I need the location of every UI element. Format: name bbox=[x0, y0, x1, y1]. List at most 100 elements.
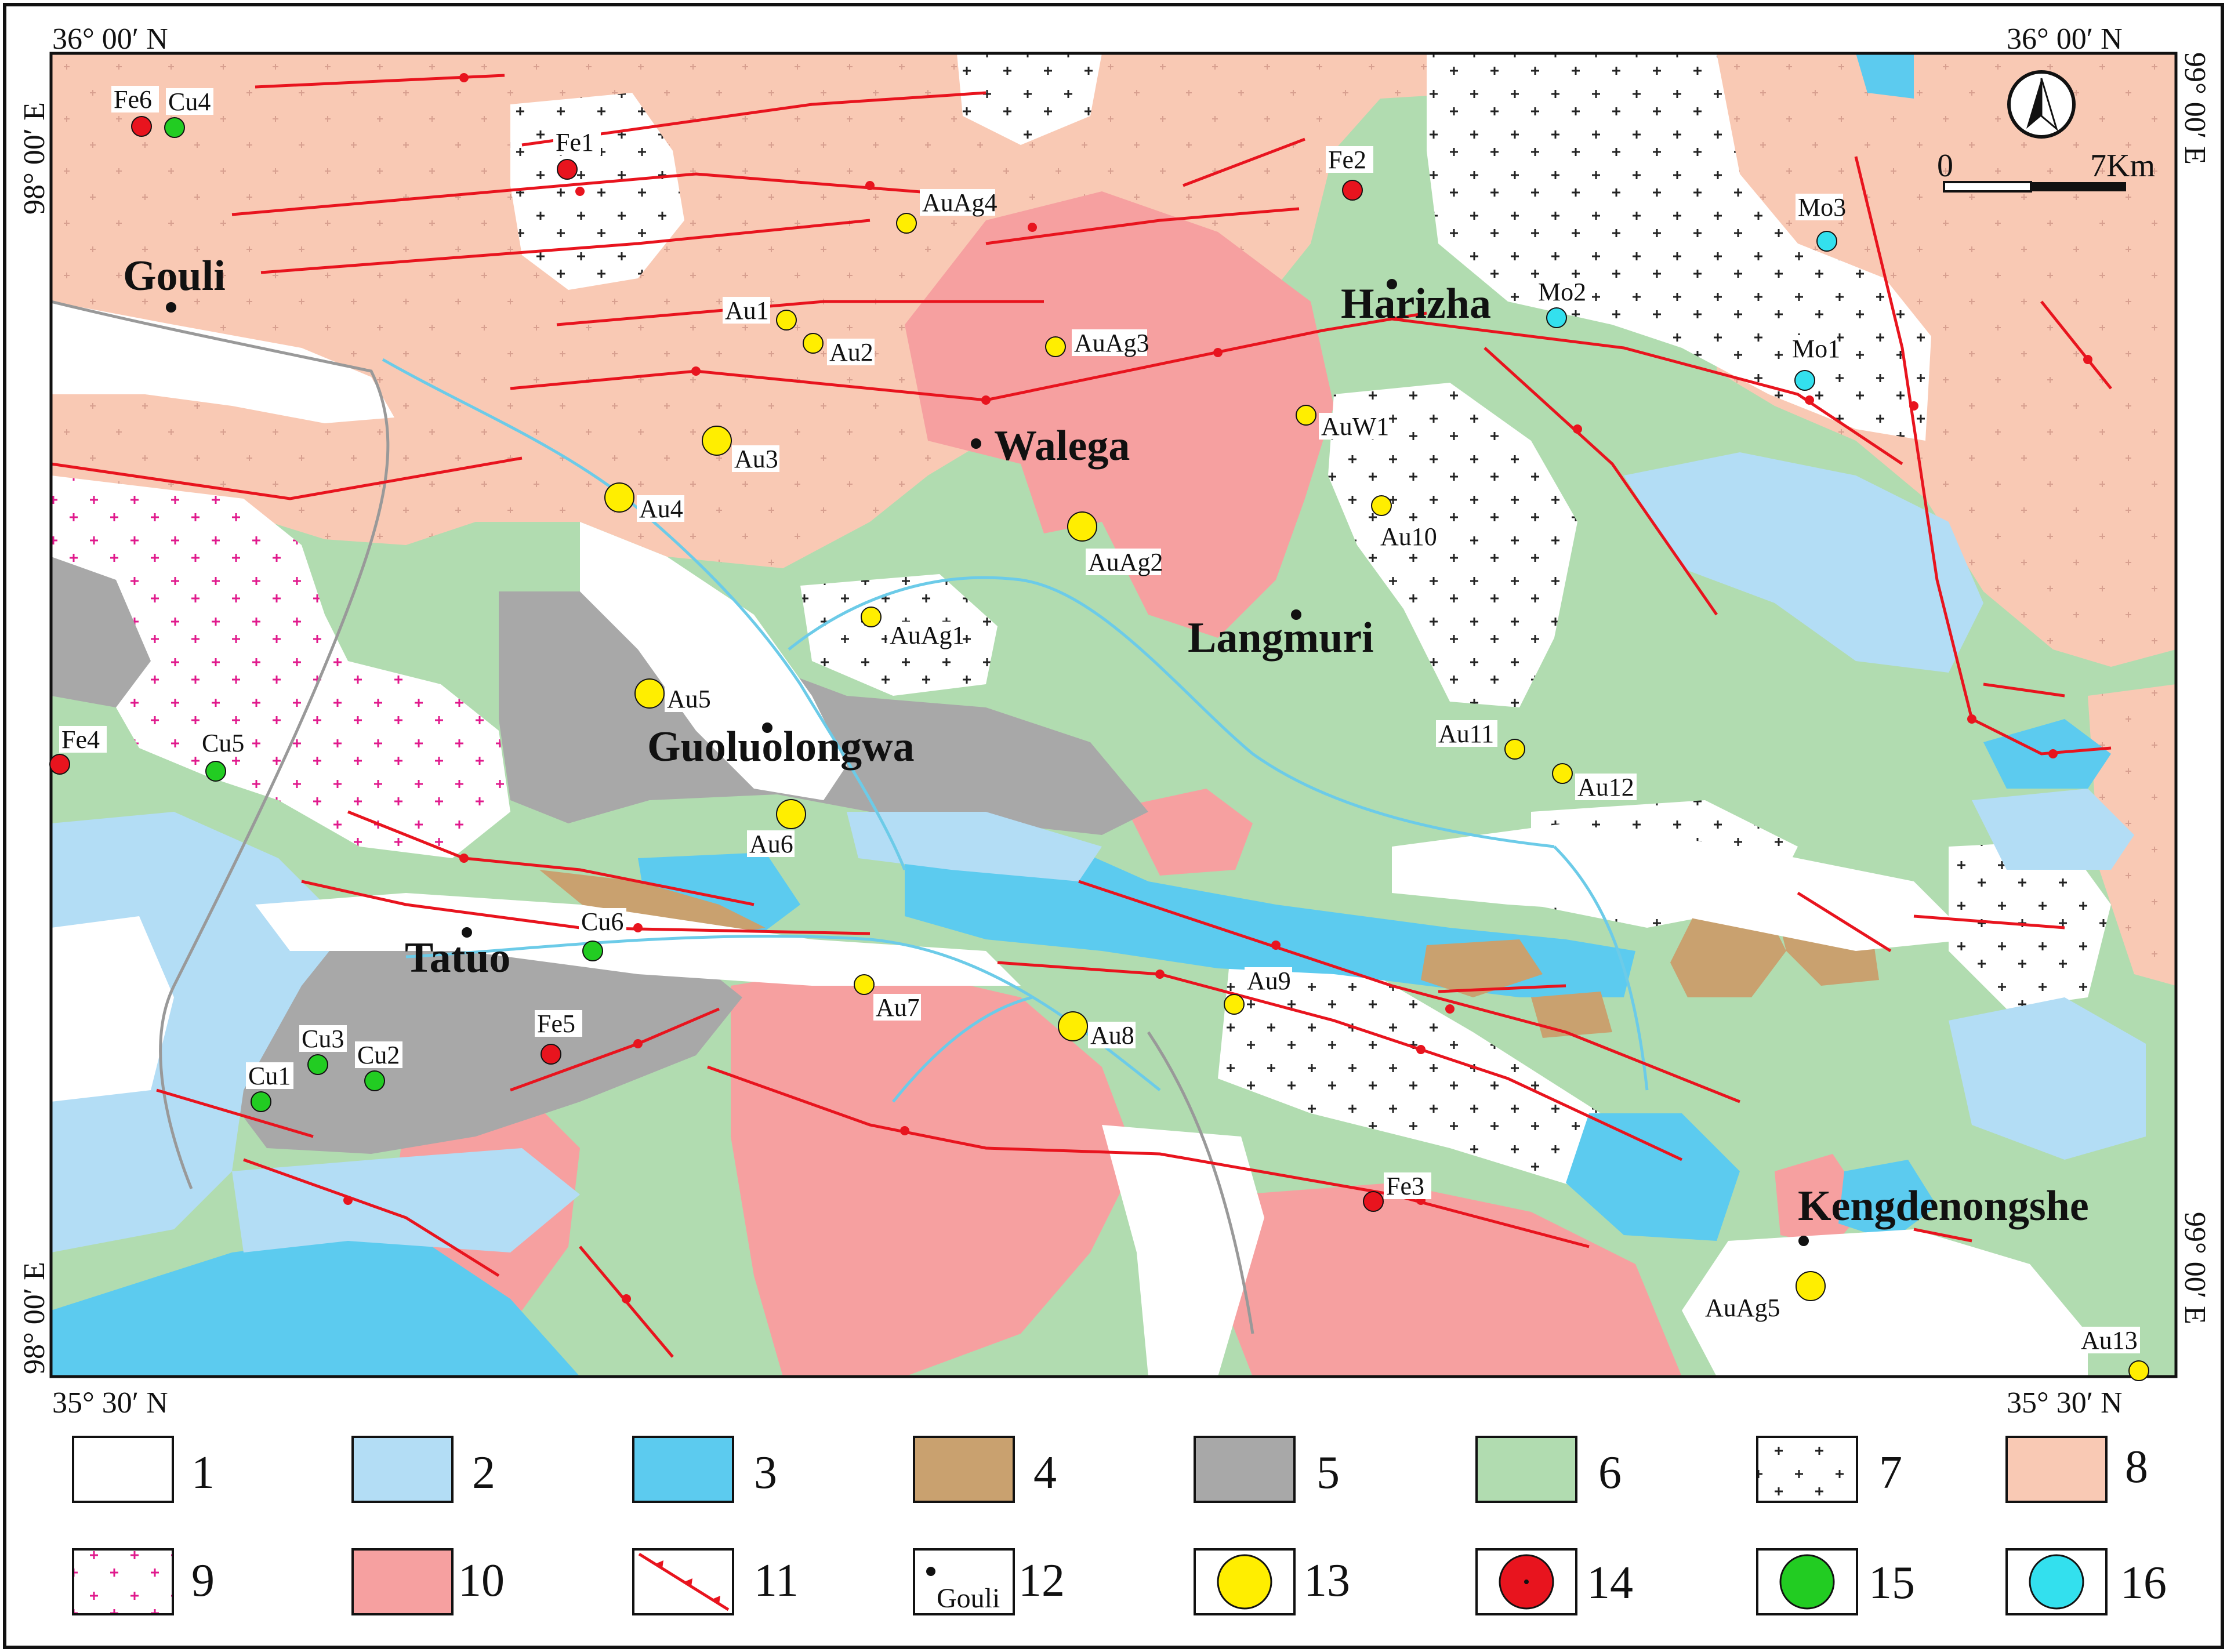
legend-swatch-3 bbox=[632, 1436, 734, 1503]
deposit-label: Au2 bbox=[829, 338, 873, 366]
deposit-label-bg bbox=[1245, 967, 1292, 994]
map-area bbox=[51, 53, 2176, 1377]
legend-swatch-2 bbox=[351, 1436, 454, 1503]
legend: 1 2 3 4 5 6 7 8 9 10 11 Gouli 12 bbox=[72, 1436, 2167, 1615]
unit-3-se bbox=[1566, 1113, 1740, 1241]
legend-num-11: 11 bbox=[754, 1555, 799, 1606]
deposit-label-bg bbox=[59, 726, 107, 753]
deposit-label-bg bbox=[747, 830, 795, 857]
deposit-label: Cu1 bbox=[248, 1062, 291, 1090]
legend-swatch-4 bbox=[913, 1436, 1015, 1503]
deposit-marker bbox=[541, 1044, 561, 1065]
unit-5-tatuo bbox=[232, 916, 742, 1154]
deposit-label-bg bbox=[723, 297, 770, 324]
deposit-label: Cu6 bbox=[581, 907, 623, 936]
deposit-label-bg bbox=[1088, 1022, 1136, 1048]
north-arrow bbox=[2007, 70, 2076, 139]
deposit-marker bbox=[776, 799, 806, 829]
figure-border bbox=[3, 3, 2224, 1649]
unit-2-far-east bbox=[1949, 997, 2146, 1160]
deposit-cu1: Cu1 bbox=[246, 1062, 293, 1112]
deposit-label: Au10 bbox=[1380, 522, 1437, 551]
unit-10-south-1 bbox=[731, 963, 1137, 1377]
deposit-fe5: Fe5 bbox=[535, 1010, 582, 1065]
legend-num-3: 3 bbox=[754, 1447, 777, 1498]
deposit-marker bbox=[702, 426, 732, 456]
fault-ticks bbox=[343, 73, 2092, 1304]
deposit-marker bbox=[307, 1054, 328, 1075]
deposit-au10: Au10 bbox=[1371, 495, 1439, 551]
deposit-label: Fe4 bbox=[61, 725, 100, 754]
unit-1-se bbox=[1682, 1229, 2088, 1377]
deposit-marker bbox=[1796, 1271, 1826, 1301]
coord-bottom-left-lat: 35° 30′ N bbox=[52, 1386, 168, 1419]
deposit-label: Fe2 bbox=[1328, 146, 1366, 174]
legend-swatch-12: Gouli bbox=[913, 1548, 1015, 1615]
place-guoluolongwa: Guoluolongwa bbox=[647, 723, 915, 771]
deposit-marker bbox=[604, 482, 634, 513]
unit-3-east-2 bbox=[1838, 1160, 1937, 1241]
deposit-au11: Au11 bbox=[1436, 720, 1525, 760]
deposit-marker bbox=[1224, 994, 1245, 1015]
deposit-marker bbox=[861, 607, 882, 627]
legend-swatch-15 bbox=[1756, 1548, 1858, 1615]
legend-num-10: 10 bbox=[458, 1555, 505, 1606]
deposit-label: AuAg1 bbox=[890, 621, 965, 649]
deposit-label-bg bbox=[1086, 549, 1161, 575]
deposit-marker bbox=[634, 678, 665, 709]
deposit-label-bg bbox=[111, 86, 159, 112]
coord-top-right-lat: 36° 00′ N bbox=[2007, 23, 2123, 56]
deposit-marker bbox=[1045, 336, 1066, 357]
deposit-marker bbox=[205, 761, 226, 782]
deposit-marker bbox=[1058, 1011, 1088, 1041]
deposit-label: Au6 bbox=[749, 830, 793, 858]
unit-7-langmuri bbox=[1328, 383, 1577, 707]
scale-bar: 0 7Km bbox=[1937, 148, 2155, 193]
deposit-marker bbox=[1363, 1191, 1384, 1212]
deposit-marker bbox=[776, 310, 797, 331]
deposit-label-bg bbox=[535, 1010, 582, 1037]
place-harizha: Harizha bbox=[1341, 280, 1491, 328]
deposit-au8: Au8 bbox=[1058, 1011, 1136, 1050]
deposit-marker bbox=[251, 1091, 271, 1112]
deposit-marker bbox=[1816, 231, 1837, 252]
unit-2-east bbox=[1624, 452, 1983, 673]
legend-num-4: 4 bbox=[1033, 1447, 1057, 1498]
deposit-label-bg bbox=[637, 495, 684, 522]
deposits-layer: Fe6 Cu4 Fe1 Fe2 AuAg4 Au1 Au2 AuAg3 Mo2 Mo3 Mo1 AuW… bbox=[49, 85, 2149, 1381]
deposit-au1: Au1 bbox=[723, 296, 797, 331]
deposit-cu4: Cu4 bbox=[164, 88, 213, 138]
deposit-label-bg bbox=[1319, 413, 1380, 440]
deposit-label: Cu2 bbox=[357, 1041, 400, 1069]
unit-1-west-valley bbox=[51, 916, 174, 1102]
deposit-label: Fe3 bbox=[1386, 1172, 1424, 1200]
deposit-label-bg bbox=[1703, 1294, 1778, 1321]
deposit-label-bg bbox=[732, 445, 779, 472]
coord-top-right-lon: 99° 00′ E bbox=[2178, 52, 2211, 165]
deposit-marker bbox=[1296, 405, 1316, 426]
deposit-au3: Au3 bbox=[702, 426, 779, 473]
place-gouli: Gouli bbox=[123, 252, 226, 300]
deposit-auag2: AuAg2 bbox=[1067, 511, 1163, 576]
place-kengdenongshe: Kengdenongshe bbox=[1798, 1182, 2089, 1230]
deposit-label-bg bbox=[887, 622, 963, 648]
deposit-label: AuAg5 bbox=[1705, 1294, 1780, 1322]
deposit-label-bg bbox=[873, 994, 921, 1021]
deposit-cu6: Cu6 bbox=[579, 907, 626, 961]
deposit-marker bbox=[1504, 739, 1525, 760]
deposit-auag5: AuAg5 bbox=[1703, 1271, 1826, 1322]
deposit-auag4: AuAg4 bbox=[896, 188, 998, 234]
unit-2-south-mid bbox=[232, 1148, 580, 1252]
deposit-marker bbox=[131, 116, 152, 137]
deposit-label: Au4 bbox=[639, 495, 683, 523]
deposit-label-bg bbox=[665, 685, 712, 712]
deposit-label: AuAg2 bbox=[1088, 548, 1163, 576]
legend-num-5: 5 bbox=[1316, 1447, 1340, 1498]
deposit-au7: Au7 bbox=[854, 974, 921, 1022]
legend-12-label: Gouli bbox=[937, 1583, 1000, 1614]
deposit-label-bg bbox=[1436, 720, 1497, 747]
unit-1-gouli-valley bbox=[51, 302, 394, 423]
deposit-label: Fe1 bbox=[556, 128, 594, 157]
deposit-label: Fe6 bbox=[114, 85, 152, 114]
